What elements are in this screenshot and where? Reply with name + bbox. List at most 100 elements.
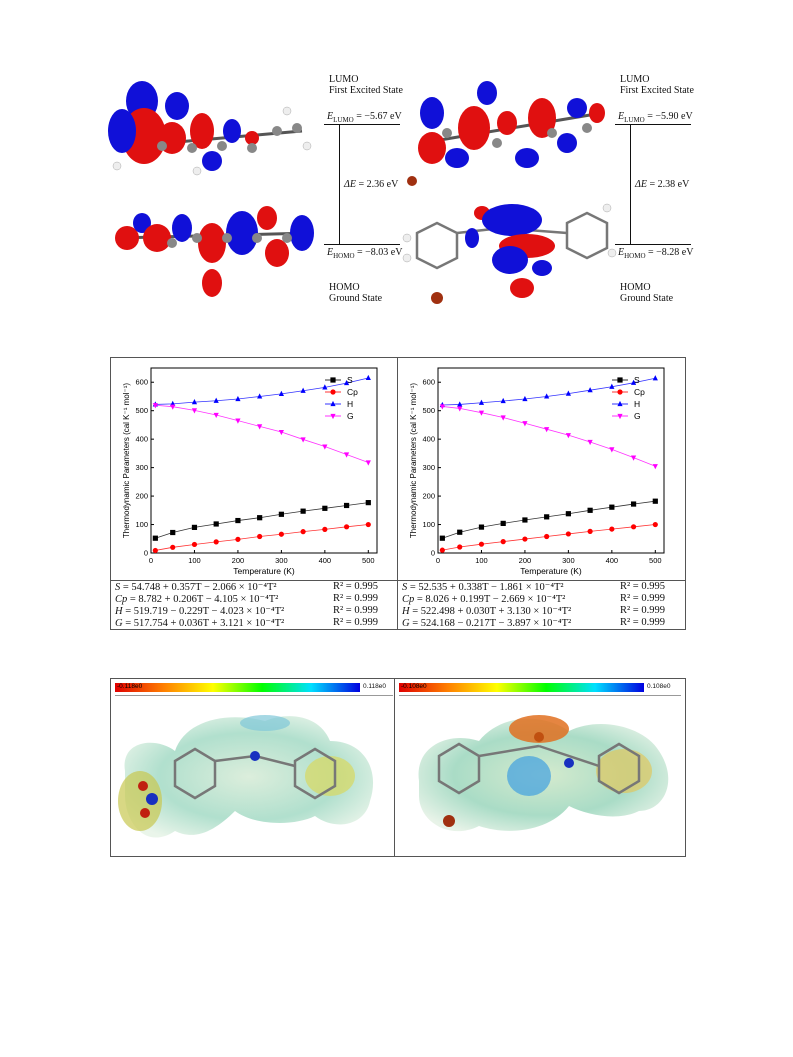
plot-frame [150, 367, 378, 554]
y-tick-label: 600 [135, 378, 148, 387]
data-point [652, 464, 658, 470]
lumo-state-left: First Excited State [329, 85, 403, 96]
data-point [213, 397, 219, 403]
data-point [322, 444, 328, 450]
lumo-state-right: First Excited State [620, 85, 694, 96]
homo-state-left: Ground State [329, 293, 383, 304]
data-point [457, 544, 463, 550]
legend-marker [617, 377, 623, 383]
data-point [544, 533, 550, 540]
series-g [152, 403, 371, 466]
data-point [630, 501, 637, 507]
y-tick-label: 300 [135, 463, 148, 472]
y-tick-label: 400 [135, 435, 148, 444]
legend: S Cp HG [325, 375, 358, 421]
r2-value: R² = 0.999 [620, 593, 665, 604]
x-tick-label: 500 [362, 556, 375, 565]
legend-marker [330, 389, 336, 395]
r2-value: R² = 0.999 [333, 617, 378, 628]
data-point [343, 524, 350, 530]
data-point [278, 429, 284, 436]
legend-label: H [347, 399, 353, 409]
data-point [322, 526, 328, 532]
data-point [500, 397, 506, 404]
data-point [257, 533, 263, 540]
y-tick-label: 500 [135, 406, 148, 415]
legend-label: Cp [347, 387, 358, 397]
data-point [152, 547, 158, 554]
homo-label-right: HOMO [620, 282, 651, 293]
y-tick-label: 400 [422, 435, 435, 444]
mep-gradient-left [115, 683, 360, 692]
data-point [257, 515, 263, 521]
data-point [235, 536, 241, 542]
series-line [442, 406, 656, 467]
equation-row: H = 519.719 − 0.229T − 4.023 × 10⁻⁴T² [115, 606, 285, 617]
mep-gradient-right [399, 683, 644, 692]
data-point [213, 539, 219, 545]
data-point [170, 529, 176, 536]
data-point [365, 374, 371, 381]
equation-row: S = 52.535 + 0.338T − 1.861 × 10⁻⁴T² [402, 582, 564, 593]
data-point [522, 517, 528, 523]
data-point [343, 502, 350, 509]
data-point [322, 384, 328, 390]
data-point [630, 455, 637, 461]
y-axis-label: Thermodynamic Parameters (cal K⁻¹ mol⁻¹) [409, 383, 418, 538]
legend: S Cp HG [612, 375, 645, 421]
homo-orbital-image-right [402, 203, 617, 304]
legend-marker [330, 400, 336, 407]
mep-panel: -0.118e0 0.118e0 -0.108e0 0.108e0 [110, 678, 686, 857]
r2-value: R² = 0.995 [620, 581, 665, 592]
series-line [155, 377, 369, 405]
equation-row: H = 522.498 + 0.030T + 3.130 × 10⁻⁴T² [402, 606, 572, 617]
homo-level-line-right [615, 244, 691, 245]
data-point [257, 424, 263, 430]
data-point [152, 535, 158, 541]
equations-right: S = 52.535 + 0.338T − 1.861 × 10⁻⁴T² R² … [398, 581, 684, 629]
x-tick-label: 400 [319, 556, 332, 565]
r2-value: R² = 0.999 [333, 593, 378, 604]
data-point [152, 403, 158, 409]
panel-divider [397, 358, 398, 629]
mep-divider [394, 679, 395, 856]
lumo-orbital-image-right [407, 81, 605, 186]
delta-e-right: ΔE = 2.38 eV [635, 179, 690, 190]
data-point [278, 511, 284, 517]
legend-label: G [347, 411, 354, 421]
r2-value: R² = 0.999 [620, 605, 665, 616]
data-point [478, 524, 485, 530]
x-axis-label: Temperature (K) [520, 566, 582, 576]
e-lumo-right: ELUMO = −5.90 eV [618, 111, 693, 124]
homo-label-left: HOMO [329, 282, 360, 293]
data-point [652, 375, 658, 381]
data-point [565, 390, 571, 396]
legend-label: S [634, 375, 640, 385]
equation-row: S = 54.748 + 0.357T − 2.066 × 10⁻⁴T² [115, 582, 277, 593]
data-point [609, 504, 615, 510]
data-point [565, 433, 571, 439]
equation-row: Cp = 8.782 + 0.206T − 4.105 × 10⁻⁴T² [115, 594, 279, 605]
data-point [300, 529, 306, 535]
series-cp [152, 521, 371, 554]
x-tick-label: 400 [606, 556, 619, 565]
e-homo-right: EHOMO = −8.28 eV [618, 247, 694, 260]
data-point [522, 536, 528, 542]
r2-value: R² = 0.999 [333, 605, 378, 616]
data-point [365, 500, 371, 506]
mep-surface-right [418, 715, 669, 832]
data-point [213, 412, 219, 419]
orbital-figure: LUMO First Excited State ELUMO = −5.67 e… [100, 68, 700, 313]
mep-min-right: -0.108e0 [401, 683, 427, 690]
gap-line-right [630, 125, 631, 244]
data-point [478, 399, 485, 405]
mep-min-left: -0.118e0 [117, 683, 143, 690]
data-point [500, 415, 506, 421]
data-point [278, 531, 284, 537]
homo-orbital-image-left [115, 206, 314, 297]
series-line [155, 502, 369, 539]
data-point [343, 379, 350, 386]
equation-row: G = 517.754 + 0.036T + 3.121 × 10⁻⁴T² [115, 618, 285, 629]
data-point [544, 393, 550, 399]
lumo-label-right: LUMO [620, 74, 650, 85]
